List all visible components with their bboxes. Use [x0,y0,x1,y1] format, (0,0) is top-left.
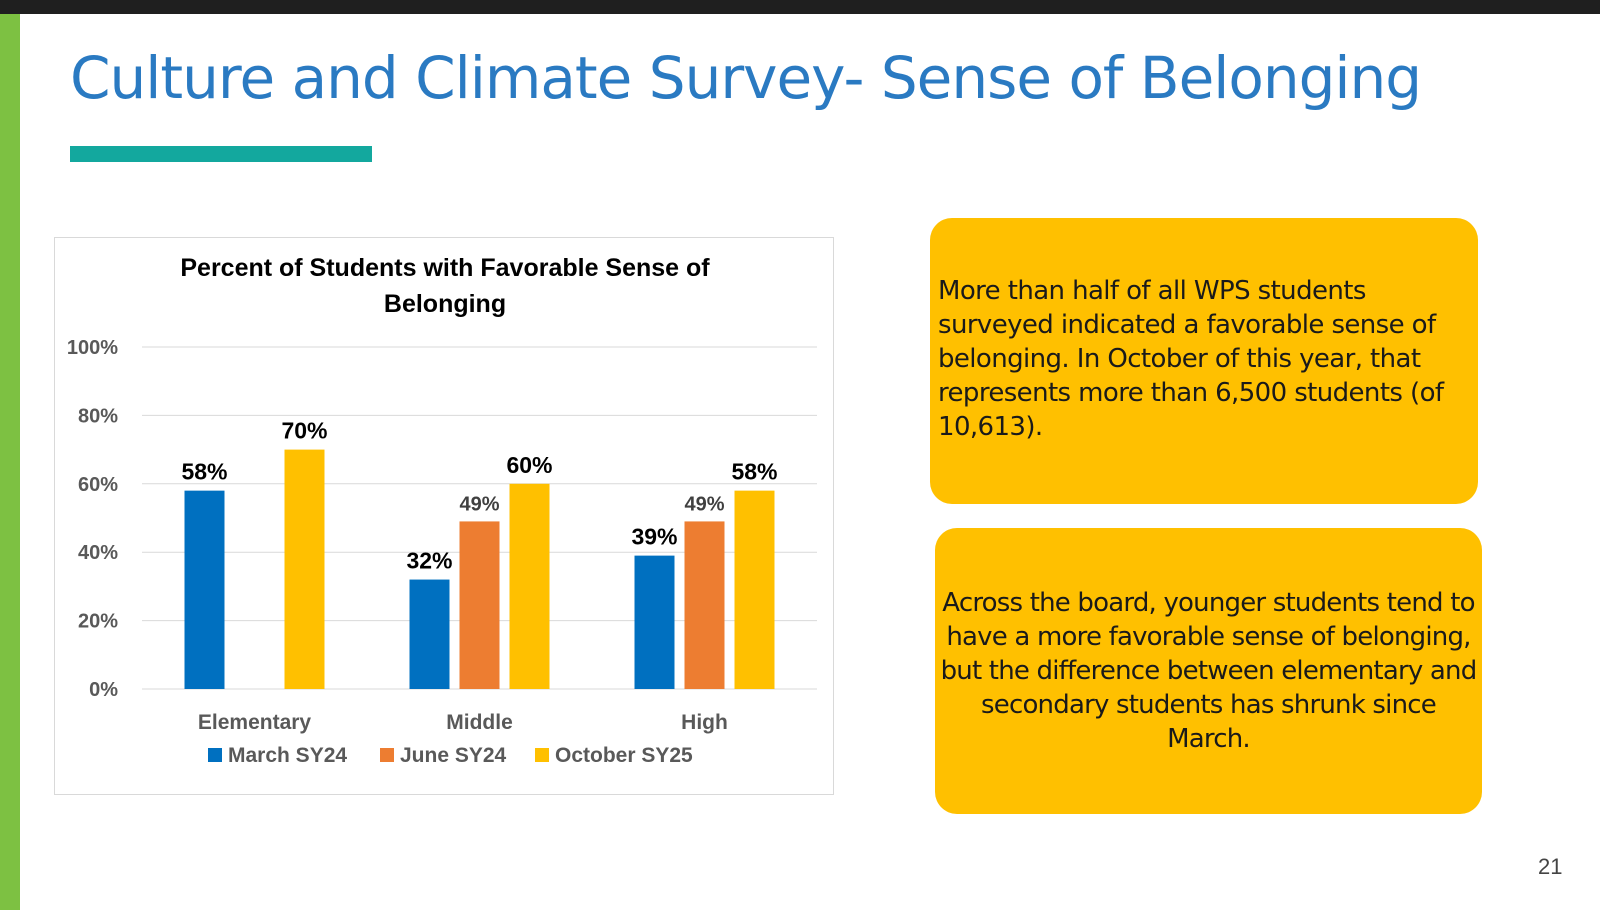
callout-favorable-belonging: More than half of all WPS students surve… [930,218,1478,504]
y-tick-label: 80% [78,405,118,427]
bar [459,521,500,689]
bar [634,555,675,689]
data-label: 58% [731,459,777,485]
chart-title: Percent of Students with Favorable Sense… [180,254,710,318]
top-bar [0,0,1600,14]
page-number: 21 [1538,854,1563,879]
legend-swatch [535,748,549,762]
x-category-label: Elementary [198,711,312,734]
y-tick-label: 100% [67,337,118,359]
title-underline [70,146,372,162]
data-label: 58% [181,459,227,485]
legend-label: June SY24 [400,744,507,767]
y-tick-label: 60% [78,474,118,496]
data-label: 32% [406,548,452,574]
legend-swatch [380,748,394,762]
callout-younger-students: Across the board, younger students tend … [935,528,1482,814]
data-label: 49% [684,493,724,515]
left-accent-bar [0,14,20,910]
bar [184,490,225,689]
data-label: 60% [506,452,552,478]
y-tick-label: 20% [78,611,118,633]
x-category-label: Middle [446,711,513,734]
chart-frame [54,237,834,795]
bar [284,449,325,689]
y-tick-label: 40% [78,542,118,564]
bar-chart: 0% 20% 40% 60% 80% 100% 58% 70% Elementary 32% 49%… [67,337,817,767]
legend-swatch [208,748,222,762]
data-label: 70% [281,418,327,444]
legend-label: October SY25 [555,744,693,767]
data-label: 39% [631,524,677,550]
bar [509,483,550,689]
legend-label: March SY24 [228,744,347,767]
slide-title: Culture and Climate Survey- Sense of Bel… [70,44,1422,112]
x-category-label: High [681,711,728,734]
bar [684,521,725,689]
data-label: 49% [459,493,499,515]
y-tick-label: 0% [89,679,118,701]
bar [734,490,775,689]
bar [409,579,450,689]
